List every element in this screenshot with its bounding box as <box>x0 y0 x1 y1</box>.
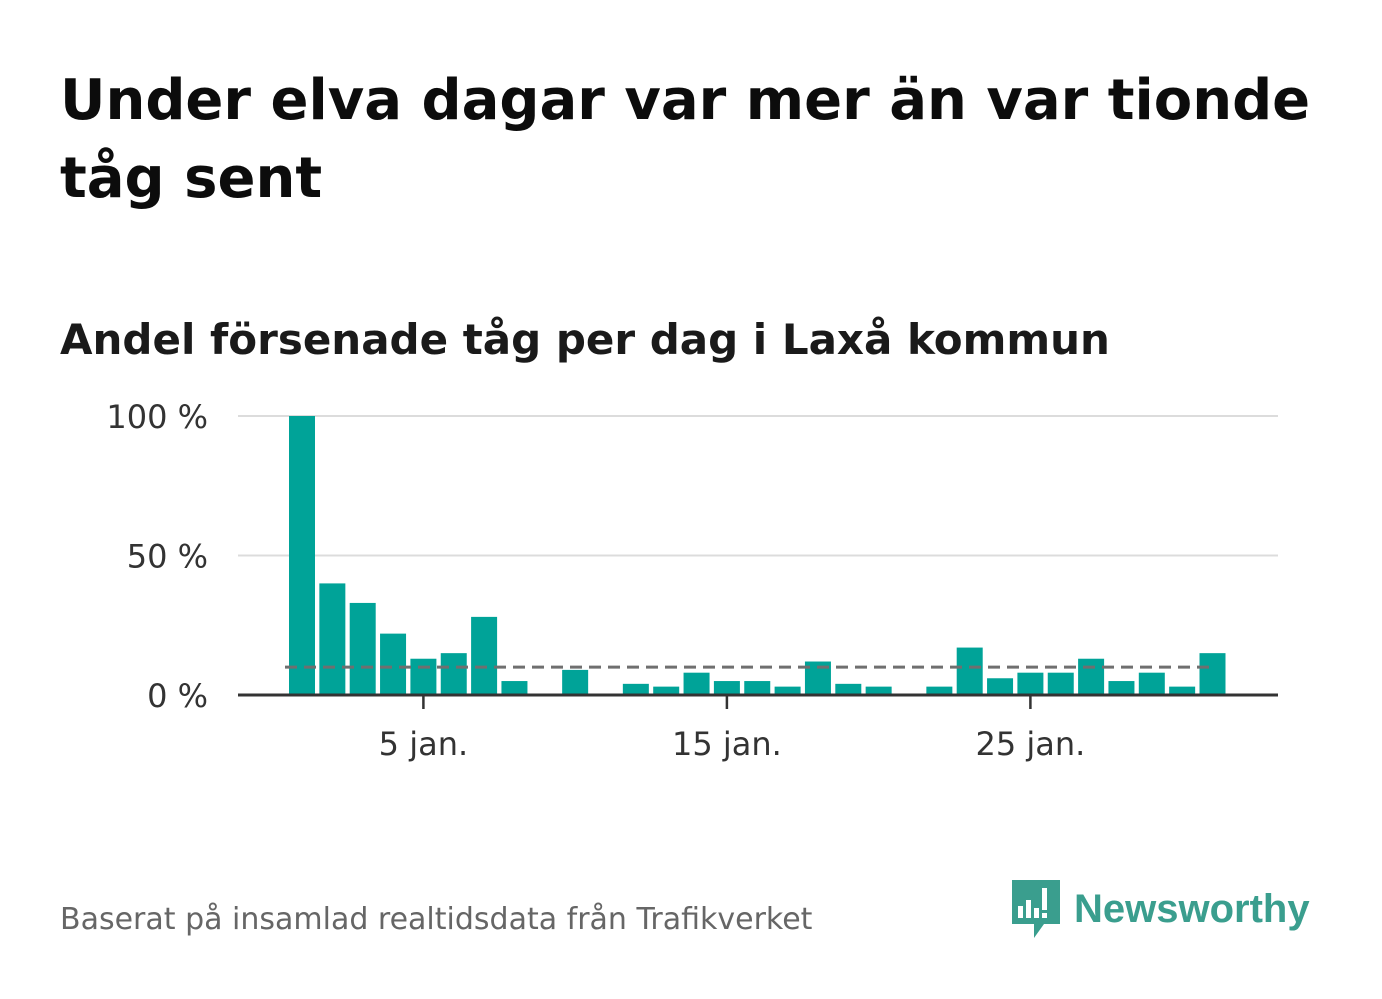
bar <box>380 633 407 695</box>
bar <box>349 602 376 695</box>
y-tick-label: 100 % <box>106 398 208 436</box>
x-tick-label: 25 jan. <box>975 725 1085 763</box>
bar <box>501 681 528 695</box>
axes: 0 % 50 % 100 % 5 jan. 15 jan. 25 jan. <box>106 398 1278 763</box>
bar <box>289 416 315 695</box>
bar <box>471 616 498 695</box>
bar <box>835 683 862 695</box>
bar <box>683 672 710 695</box>
source-note: Baserat på insamlad realtidsdata från Tr… <box>60 902 813 937</box>
bar <box>956 647 983 695</box>
y-tick-label: 50 % <box>127 538 208 576</box>
newsworthy-logo: Newsworthy <box>1010 878 1310 940</box>
bar <box>1169 686 1196 695</box>
y-tick-label: 0 % <box>147 677 208 715</box>
bar <box>865 686 892 695</box>
bar <box>440 653 467 695</box>
bar <box>1199 653 1226 695</box>
bar <box>1138 672 1165 695</box>
bar <box>774 686 801 695</box>
bar <box>653 686 680 695</box>
bar <box>622 683 649 695</box>
bar <box>319 583 346 695</box>
bar <box>562 669 589 695</box>
bar <box>987 678 1014 695</box>
bar <box>1078 658 1105 695</box>
grid-lines <box>238 415 1278 557</box>
bar <box>713 681 740 695</box>
bar <box>1108 681 1135 695</box>
x-tick-label: 5 jan. <box>379 725 468 763</box>
chart-title: Under elva dagar var mer än var tionde t… <box>60 68 1311 211</box>
bar <box>1017 672 1044 695</box>
chart-subtitle: Andel försenade tåg per dag i Laxå kommu… <box>60 315 1110 364</box>
x-tick-label: 15 jan. <box>672 725 782 763</box>
brand-name: Newsworthy <box>1074 886 1310 931</box>
newsworthy-logo-icon <box>1012 880 1060 938</box>
bar <box>744 681 771 695</box>
bar-chart: 0 % 50 % 100 % 5 jan. 15 jan. 25 jan. <box>106 398 1278 763</box>
bars <box>289 416 1226 695</box>
bar <box>410 658 437 695</box>
bar <box>926 686 953 695</box>
bar <box>1047 672 1074 695</box>
